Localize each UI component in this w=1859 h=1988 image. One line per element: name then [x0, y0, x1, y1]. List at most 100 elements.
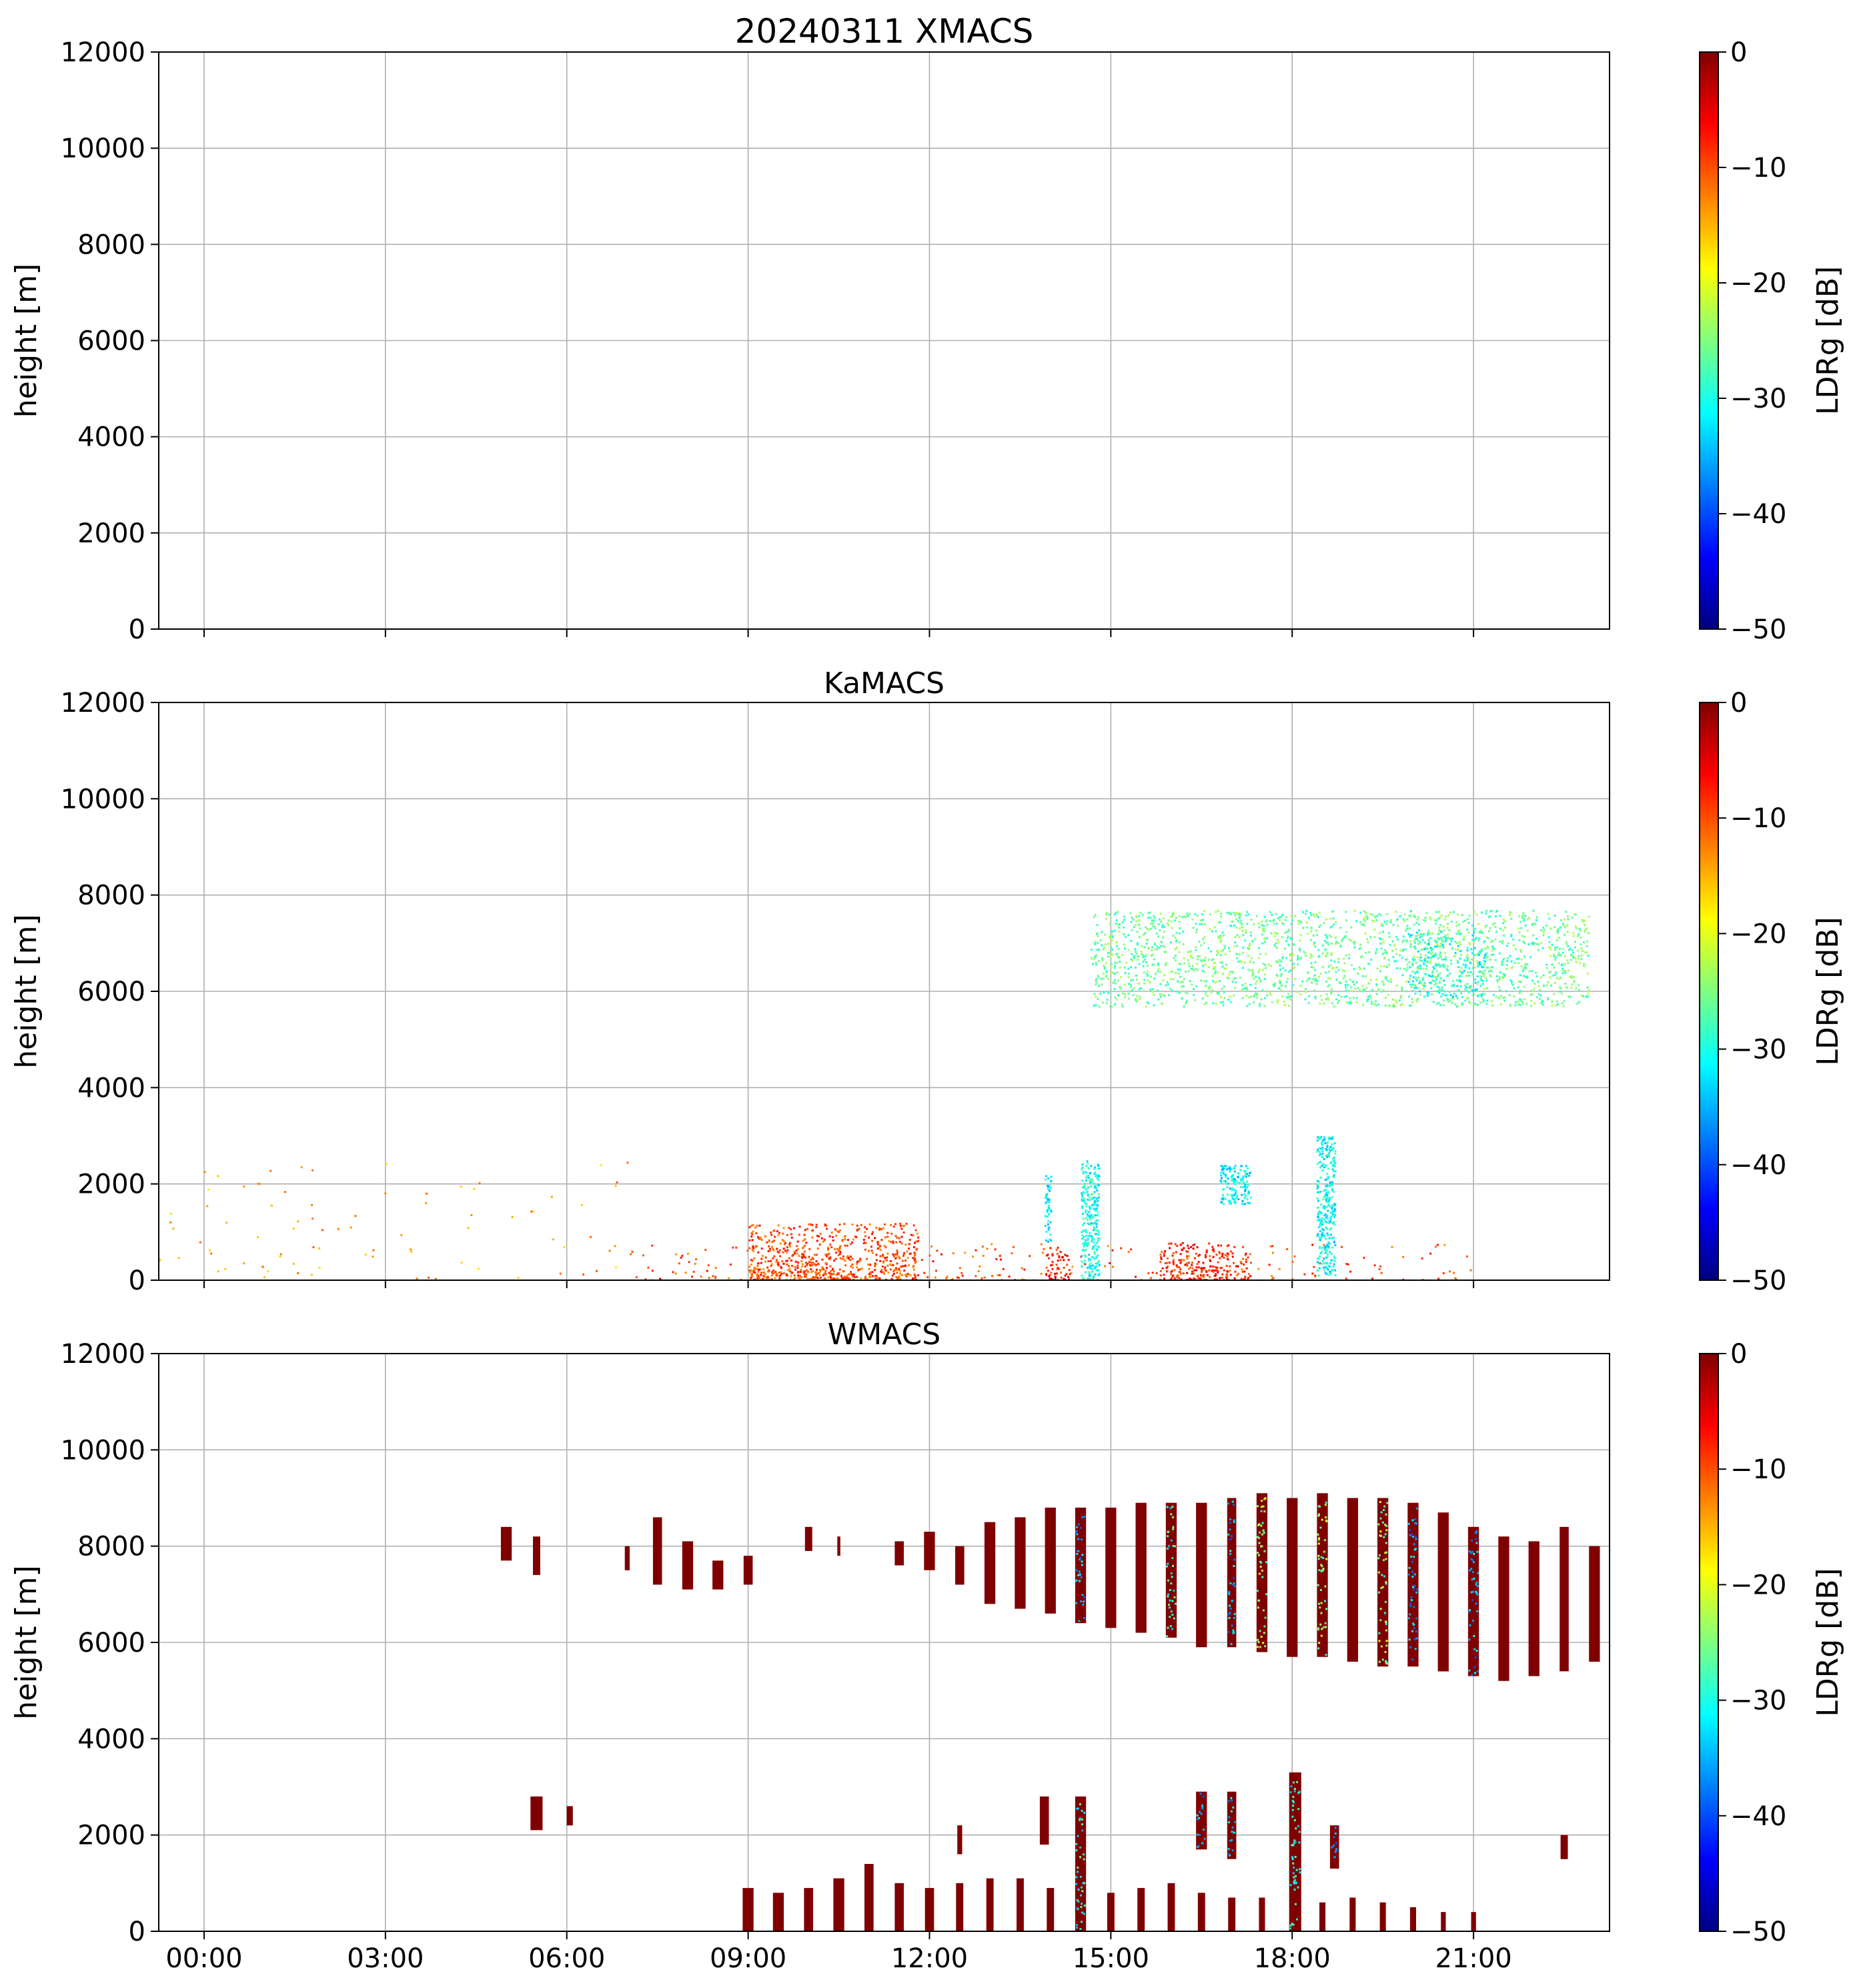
ldr-pixel: [883, 1272, 886, 1275]
ldr-pixel: [1379, 942, 1382, 945]
ldr-pixel: [1202, 1276, 1205, 1278]
ldr-pixel: [1141, 945, 1143, 947]
ldr-pixel: [886, 1231, 889, 1234]
ldr-pixel: [1288, 971, 1291, 973]
ldr-pixel: [1315, 913, 1318, 916]
ldr-pixel: [1249, 1275, 1251, 1278]
ldr-pixel: [856, 1266, 858, 1269]
ldr-pixel: [1526, 929, 1529, 932]
ldr-pixel: [1430, 987, 1432, 990]
ldr-pixel: [1097, 942, 1099, 945]
ldr-pixel: [1455, 1278, 1457, 1280]
ldr-pixel: [826, 1267, 828, 1270]
ldr-pixel: [1081, 1196, 1084, 1199]
ldr-pixel: [1245, 1261, 1247, 1264]
ldr-pixel: [1091, 1197, 1093, 1200]
ldr-pixel: [1334, 1170, 1337, 1173]
ldr-pixel: [1217, 971, 1219, 974]
ldr-pixel: [1241, 1177, 1244, 1179]
ldr-pixel: [1175, 1251, 1177, 1254]
ldr-pixel: [1508, 914, 1511, 917]
ldr-pixel: [1547, 913, 1550, 915]
ldr-pixel: [1256, 992, 1259, 995]
ldr-pixel: [896, 1236, 898, 1239]
ldr-pixel: [1097, 1237, 1099, 1239]
ldr-pixel: [1253, 977, 1255, 980]
ldr-pixel: [1365, 987, 1368, 989]
ldr-pixel: [1045, 1178, 1047, 1181]
ldr-pixel: [1477, 981, 1479, 983]
ldr-pixel: [1319, 1161, 1322, 1163]
ldr-pixel: [836, 1277, 838, 1280]
ldr-pixel: [1051, 1253, 1054, 1256]
ldr-pixel: [1409, 983, 1411, 986]
ldr-pixel: [1096, 1245, 1099, 1248]
ldr-pixel: [1564, 963, 1566, 966]
ldr-pixel: [269, 1169, 272, 1172]
ldr-pixel: [1226, 1245, 1229, 1248]
ldr-pixel: [1369, 936, 1371, 939]
ldr-pixel: [687, 1252, 689, 1255]
ldr-pixel: [1171, 971, 1174, 973]
ldr-pixel: [1530, 989, 1533, 992]
ldr-pixel: [1190, 1246, 1193, 1248]
ldr-pixel: [1094, 1171, 1096, 1174]
ldr-pixel: [1081, 1266, 1084, 1268]
ldr-pixel: [878, 1228, 880, 1231]
ldr-pixel: [1323, 1157, 1325, 1160]
ldr-pixel: [1111, 948, 1114, 951]
ldr-pixel: [882, 1271, 885, 1274]
ldr-pixel: [1475, 937, 1477, 939]
ldr-pixel: [1468, 1550, 1471, 1553]
ldr-pixel: [1319, 1166, 1321, 1169]
ldr-pixel: [899, 1278, 902, 1280]
ldr-pixel: [1130, 1248, 1133, 1251]
ldr-pixel: [1150, 923, 1153, 925]
ldr-pixel: [1441, 964, 1443, 967]
ldr-pixel: [1458, 979, 1461, 981]
ldr-pixel: [802, 1254, 805, 1257]
ldr-pixel: [1325, 935, 1328, 938]
ldr-pixel: [1139, 995, 1141, 998]
ldr-pixel: [1226, 1270, 1229, 1273]
ldr-pixel: [1321, 966, 1324, 969]
ldr-pixel: [1159, 1261, 1162, 1264]
ldr-pixel: [1553, 955, 1556, 957]
ldr-pixel: [1409, 936, 1411, 938]
ldr-pixel: [1227, 1533, 1230, 1536]
ldr-pixel: [1196, 1246, 1199, 1249]
ldr-pixel: [1094, 914, 1097, 917]
ldr-pixel: [1094, 1233, 1097, 1235]
ldr-pixel: [1221, 1169, 1223, 1171]
ldr-pixel: [1229, 950, 1231, 953]
ldr-pixel: [1321, 944, 1324, 947]
ldr-pixel: [1248, 945, 1251, 947]
ldr-pixel: [798, 1278, 801, 1280]
ldr-pixel: [1439, 972, 1441, 975]
ldr-pixel: [1377, 988, 1380, 991]
ldr-pixel: [1091, 1238, 1093, 1241]
ldr-pixel: [898, 1257, 901, 1260]
ldr-pixel: [1463, 919, 1466, 922]
ldr-pixel: [756, 1274, 758, 1276]
ldr-pixel: [827, 1246, 830, 1249]
ldr-pixel: [1257, 1505, 1259, 1508]
ldr-pixel: [1490, 953, 1493, 956]
ldr-pixel: [1085, 1175, 1088, 1177]
ldr-pixel: [916, 1248, 918, 1250]
ldr-pixel: [530, 1210, 533, 1213]
ldr-pixel: [217, 1270, 219, 1273]
ldr-pixel: [1149, 981, 1151, 984]
ldr-pixel: [1347, 1263, 1349, 1266]
ldr-pixel: [1323, 922, 1325, 925]
ldr-pixel: [1402, 1256, 1405, 1258]
ldr-pixel: [1565, 911, 1568, 913]
ldr-pixel: [1186, 1278, 1189, 1280]
ldr-pixel: [812, 1276, 814, 1278]
ldr-pixel: [1321, 1212, 1323, 1215]
ldr-pixel: [1326, 1155, 1328, 1158]
ldr-pixel: [1566, 931, 1569, 933]
ldr-pixel: [1323, 1539, 1326, 1542]
ldr-pixel: [1096, 1233, 1099, 1235]
ldr-pixel: [767, 1250, 770, 1252]
